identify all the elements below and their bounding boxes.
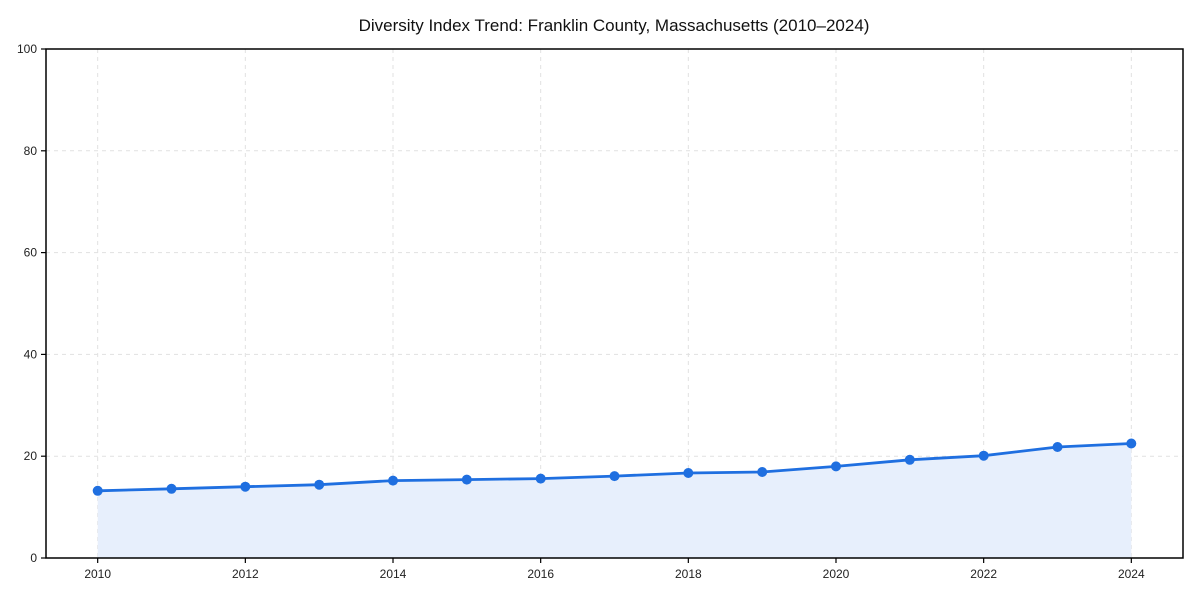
x-tick-label: 2020 [823, 567, 850, 581]
y-tick-label: 20 [24, 449, 38, 463]
x-tick-label: 2022 [970, 567, 997, 581]
data-point-marker [831, 461, 841, 472]
data-point-marker [388, 475, 398, 486]
data-point-marker [609, 471, 620, 482]
data-point-marker [461, 474, 472, 485]
x-tick-label: 2024 [1118, 567, 1145, 581]
y-tick-label: 80 [24, 144, 38, 158]
x-tick-label: 2016 [527, 567, 554, 581]
x-tick-label: 2018 [675, 567, 702, 581]
y-tick-label: 60 [24, 246, 38, 260]
plot-area: 2010 2012 2014 2016 2018 2020 2022 2024 0 20 40 60 8… [17, 42, 1184, 581]
data-point-marker [683, 468, 694, 478]
x-tick-label: 2014 [380, 567, 407, 581]
y-tick-label: 0 [30, 551, 37, 565]
chart-title: Diversity Index Trend: Franklin County, … [359, 16, 870, 35]
data-point-marker [1126, 438, 1137, 449]
x-tick-label: 2012 [232, 567, 259, 581]
data-point-marker [904, 454, 915, 465]
data-point-marker [978, 450, 989, 461]
y-tick-label: 100 [17, 42, 37, 56]
data-point-marker [1052, 442, 1063, 452]
data-point-marker [92, 485, 103, 496]
data-point-marker [314, 479, 325, 490]
x-tick-label: 2010 [84, 567, 111, 581]
area-fill [97, 443, 1132, 558]
y-tick-label: 40 [24, 347, 38, 361]
data-point-marker [166, 483, 177, 494]
data-point-marker [757, 467, 768, 477]
data-point-marker [535, 473, 546, 484]
plot-border [45, 48, 1184, 559]
data-point-marker [240, 481, 251, 492]
